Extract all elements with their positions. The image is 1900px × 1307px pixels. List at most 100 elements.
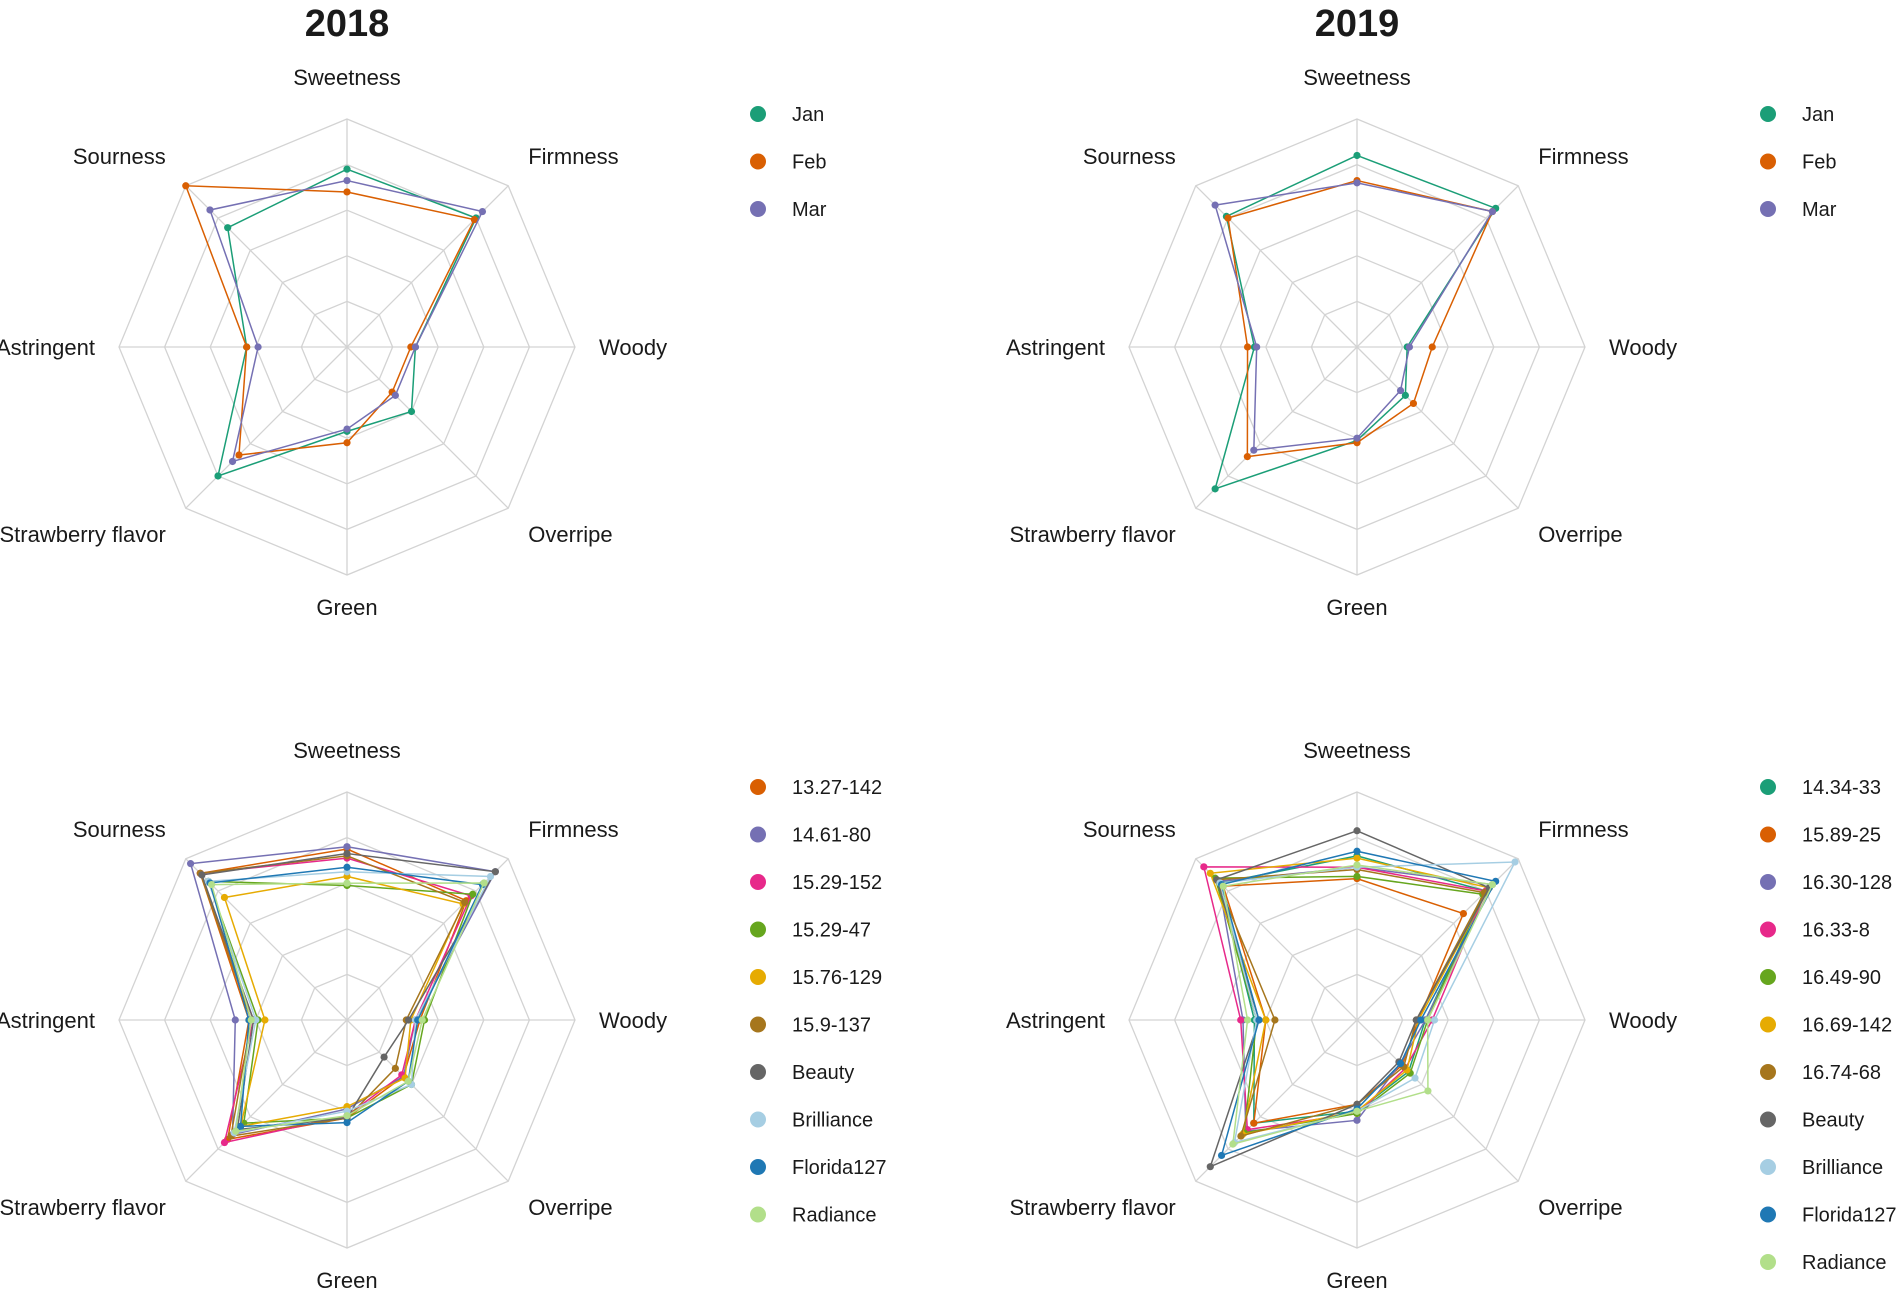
axis-label: Strawberry flavor: [0, 1195, 166, 1220]
axis-label: Woody: [1609, 1008, 1677, 1033]
legend-label: 16.33-8: [1802, 920, 1870, 942]
series-line: [1219, 861, 1517, 1144]
data-point: [220, 1138, 229, 1147]
data-point: [1430, 1016, 1439, 1024]
axis-spoke: [1195, 185, 1358, 348]
data-point: [391, 1064, 399, 1072]
data-point: [1396, 386, 1405, 395]
data-point: [207, 880, 216, 889]
legend-key: [1760, 1254, 1776, 1270]
data-point: [1219, 882, 1227, 890]
data-point: [1237, 1016, 1245, 1024]
series-line: [208, 179, 484, 463]
legend-label: Mar: [1802, 199, 1837, 221]
series-line: [210, 882, 486, 1133]
data-point: [1353, 179, 1361, 187]
data-point: [1353, 151, 1361, 160]
data-point: [407, 407, 416, 416]
axis-label: Sweetness: [1303, 65, 1411, 90]
data-point: [1411, 1074, 1419, 1082]
data-point: [343, 863, 351, 871]
series-line: [1227, 179, 1494, 458]
legend-label: Radiance: [1802, 1252, 1887, 1274]
data-point: [247, 1016, 255, 1024]
data-point: [480, 879, 488, 887]
data-point: [206, 206, 214, 214]
data-point: [182, 182, 190, 190]
legend-label: 14.61-80: [792, 825, 871, 847]
axis-label: Firmness: [1538, 817, 1628, 842]
axis-label: Sweetness: [1303, 738, 1411, 763]
data-point: [1353, 434, 1361, 442]
axis-label: Overripe: [1538, 522, 1622, 547]
axis-label: Firmness: [528, 144, 618, 169]
data-point: [1353, 1107, 1361, 1115]
data-point: [343, 843, 351, 851]
data-point: [1424, 1087, 1432, 1095]
legend-key: [750, 106, 766, 122]
axis-label: Overripe: [528, 522, 612, 547]
legend-key: [1760, 1064, 1776, 1080]
axis-label: Woody: [1609, 335, 1677, 360]
data-point: [491, 868, 499, 876]
data-point: [1353, 847, 1361, 855]
axis-label: Sourness: [73, 144, 166, 169]
data-point: [1511, 858, 1519, 866]
data-point: [1211, 485, 1219, 493]
axis-label: Astringent: [0, 1008, 95, 1033]
data-point: [1243, 1016, 1252, 1024]
series-line: [208, 866, 484, 1128]
data-point: [343, 849, 351, 858]
legend-key: [750, 201, 766, 217]
legend-label: 15.29-47: [792, 920, 871, 942]
legend-key: [750, 921, 766, 938]
legend-label: Jan: [1802, 104, 1834, 126]
legend-key: [1760, 106, 1776, 122]
data-point: [470, 216, 478, 224]
legend-label: Beauty: [792, 1062, 854, 1084]
legend-label: Brilliance: [792, 1110, 873, 1132]
series-line: [207, 871, 492, 1134]
data-point: [1262, 1016, 1270, 1024]
data-point: [343, 1112, 351, 1120]
data-point: [1206, 869, 1214, 877]
data-point: [404, 1077, 412, 1085]
legend-label: Florida127: [1802, 1205, 1897, 1227]
axis-label: Sweetness: [293, 738, 401, 763]
data-point: [380, 1053, 388, 1061]
radar-panel-top-left: Sweetness Firmness Woody Overripe Green Straw…: [0, 65, 827, 620]
series-line: [1214, 182, 1494, 452]
axis-label: Green: [1326, 1268, 1387, 1293]
legend-key: [1760, 153, 1776, 170]
axis-label: Sourness: [73, 817, 166, 842]
legend-key: [1760, 201, 1776, 217]
axis-spoke: [185, 1019, 348, 1182]
data-point: [1353, 854, 1361, 862]
data-point: [461, 898, 469, 906]
data-point: [343, 1119, 351, 1127]
axis-label: Sourness: [1083, 144, 1176, 169]
axis-spoke: [346, 1019, 509, 1182]
data-point: [214, 472, 222, 480]
data-point: [1271, 1016, 1279, 1024]
legend-label: Radiance: [792, 1205, 877, 1227]
legend-key: [1760, 1206, 1776, 1223]
legend: 14.34-33 15.89-25 16.30-128 16.33-8 16.49-90…: [1760, 777, 1897, 1274]
legend-label: 15.89-25: [1802, 825, 1881, 847]
radar-panel-top-right: Sweetness Firmness Woody Overripe Green Straw…: [1006, 65, 1837, 620]
data-point: [343, 439, 351, 447]
legend-key: [750, 779, 766, 795]
legend-label: 14.34-33: [1802, 777, 1881, 799]
axis-label: Firmness: [1538, 144, 1628, 169]
legend-label: Feb: [792, 152, 826, 174]
axis-spoke: [1356, 1019, 1519, 1182]
axis-spoke: [346, 346, 509, 509]
axis-label: Woody: [599, 1008, 667, 1033]
data-point: [243, 343, 251, 351]
axis-spoke: [1356, 346, 1519, 509]
data-point: [1243, 343, 1252, 351]
legend-key: [750, 1206, 766, 1223]
data-point: [343, 879, 351, 887]
legend-label: 15.9-137: [792, 1015, 871, 1037]
legend-label: 15.29-152: [792, 872, 882, 894]
